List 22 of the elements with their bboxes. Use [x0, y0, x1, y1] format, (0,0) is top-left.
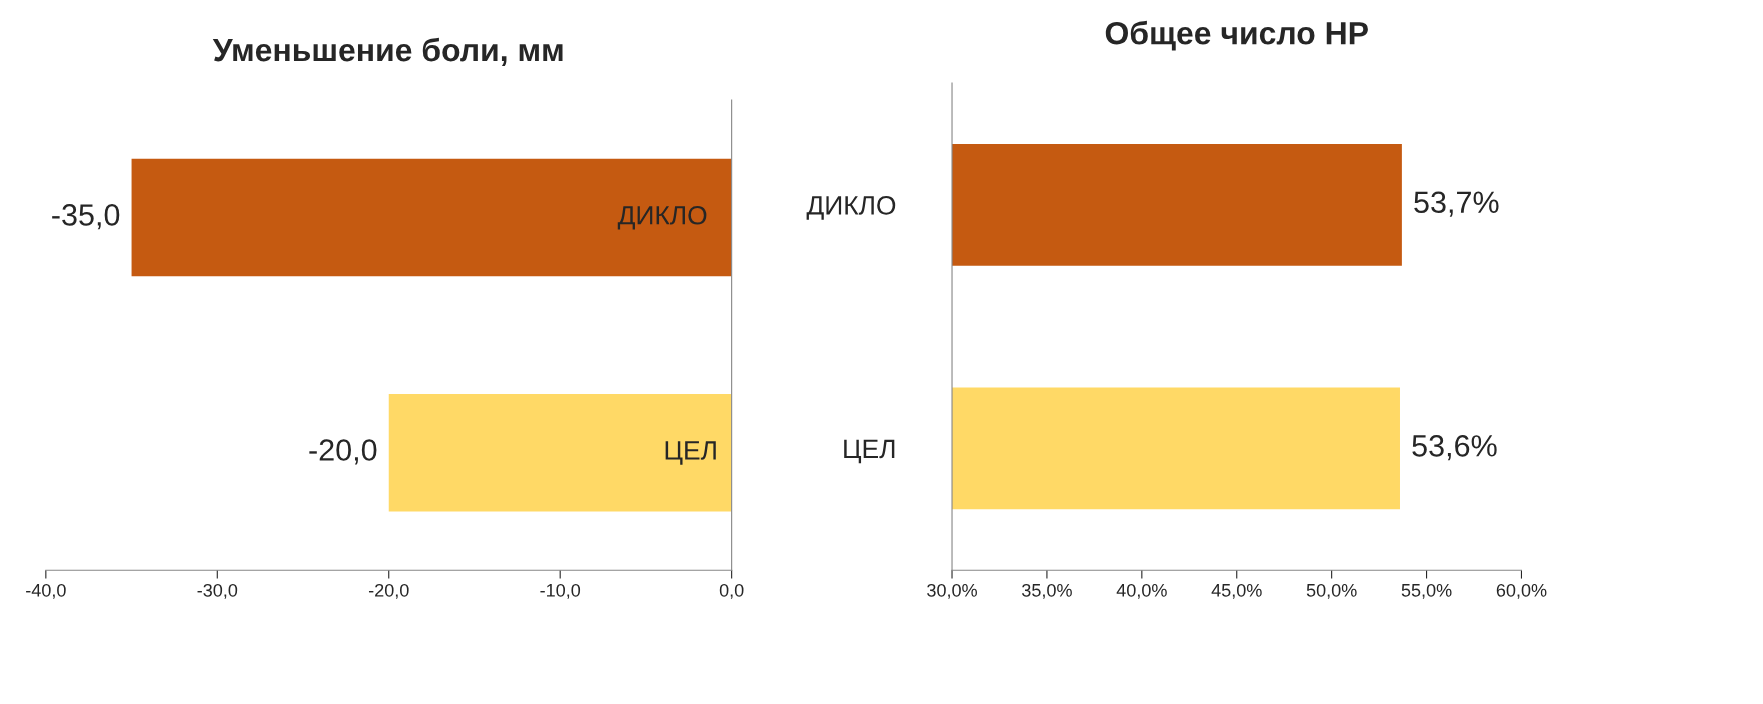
x-tick-label: 55,0% [1401, 583, 1452, 599]
x-tick-label: -30,0 [197, 583, 238, 599]
x-tick-label: 35,0% [1022, 583, 1072, 599]
chart-title: Уменьшение боли, мм [212, 37, 563, 67]
x-tick-label: 40,0% [1116, 583, 1167, 599]
x-tick-label: -40,0 [26, 583, 66, 599]
x-tick-label: 0,0 [719, 583, 744, 599]
x-tick-label: -10,0 [540, 583, 581, 599]
chart-title: Общее число НР [1105, 20, 1368, 51]
data-label: -20,0 [309, 439, 377, 465]
x-tick-label: 60,0% [1496, 583, 1547, 599]
y-tick-label: ДИКЛО [806, 196, 896, 220]
y-tick-label: ДИКЛО [617, 205, 707, 230]
x-tick-label: 45,0% [1211, 583, 1262, 599]
data-label: -35,0 [52, 204, 120, 230]
y-tick-label: ЦЕЛ [665, 441, 716, 465]
x-tick-label: 30,0% [927, 583, 977, 599]
x-tick-label: 50,0% [1306, 583, 1357, 599]
x-tick-label: -20,0 [368, 583, 409, 599]
data-label: 53,6% [1412, 435, 1497, 461]
data-label: 53,7% [1414, 191, 1499, 217]
y-tick-label: ЦЕЛ [844, 439, 895, 464]
